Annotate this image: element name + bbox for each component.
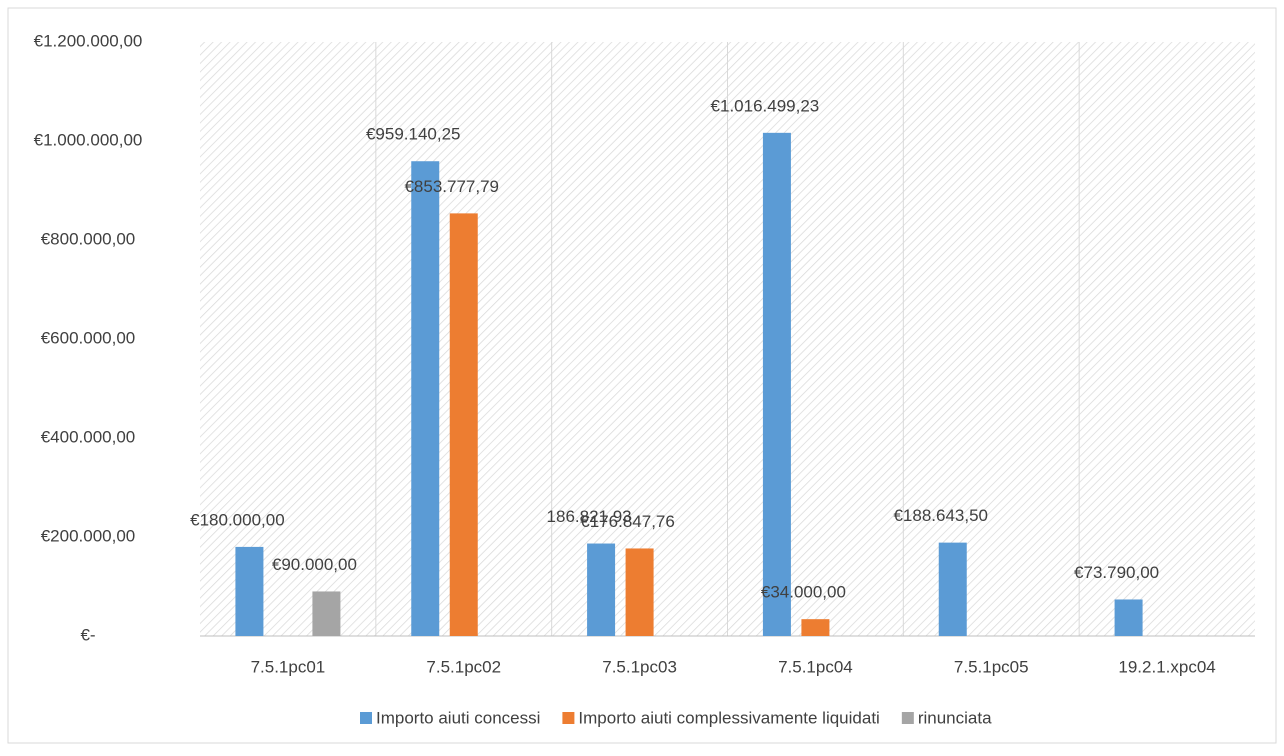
y-tick-label: €400.000,00 — [41, 427, 136, 446]
legend-swatch — [360, 712, 372, 724]
x-tick-label: 7.5.1pc04 — [778, 657, 853, 676]
bar — [625, 548, 654, 636]
data-label: €90.000,00 — [272, 555, 357, 574]
y-tick-label: €1.200.000,00 — [34, 31, 143, 50]
data-label: €853.777,79 — [404, 177, 499, 196]
x-tick-label: 7.5.1pc02 — [426, 657, 501, 676]
data-label: €180.000,00 — [190, 510, 285, 529]
bar — [762, 132, 791, 636]
data-label: €1.016.499,23 — [711, 96, 820, 115]
data-label: 186.821,93 — [547, 507, 632, 526]
data-label: €176.847,76 — [580, 512, 675, 531]
legend-label: rinunciata — [918, 708, 992, 727]
bar — [938, 542, 967, 636]
legend-swatch — [901, 712, 914, 724]
data-label: €188.643,50 — [893, 506, 988, 525]
bar — [801, 619, 830, 636]
x-tick-label: 7.5.1pc05 — [954, 657, 1029, 676]
y-tick-label: €800.000,00 — [41, 229, 136, 248]
bar — [1114, 599, 1143, 636]
y-tick-label: €1.000.000,00 — [34, 130, 143, 149]
y-tick-label: €- — [80, 625, 95, 644]
bar — [411, 161, 440, 636]
bar — [587, 543, 616, 636]
legend-label: Importo aiuti complessivamente liquidati — [578, 708, 879, 727]
x-tick-label: 7.5.1pc03 — [602, 657, 677, 676]
y-tick-label: €600.000,00 — [41, 328, 136, 347]
legend-label: Importo aiuti concessi — [376, 708, 540, 727]
bar — [312, 591, 341, 636]
x-tick-label: 19.2.1.xpc04 — [1118, 657, 1215, 676]
bar — [235, 546, 264, 636]
bar — [449, 213, 478, 636]
y-tick-label: €200.000,00 — [41, 526, 136, 545]
data-label: €959.140,25 — [366, 125, 461, 144]
legend-swatch — [562, 712, 575, 724]
data-label: €34.000,00 — [761, 583, 846, 602]
x-tick-label: 7.5.1pc01 — [251, 657, 326, 676]
data-label: €73.790,00 — [1074, 563, 1159, 582]
